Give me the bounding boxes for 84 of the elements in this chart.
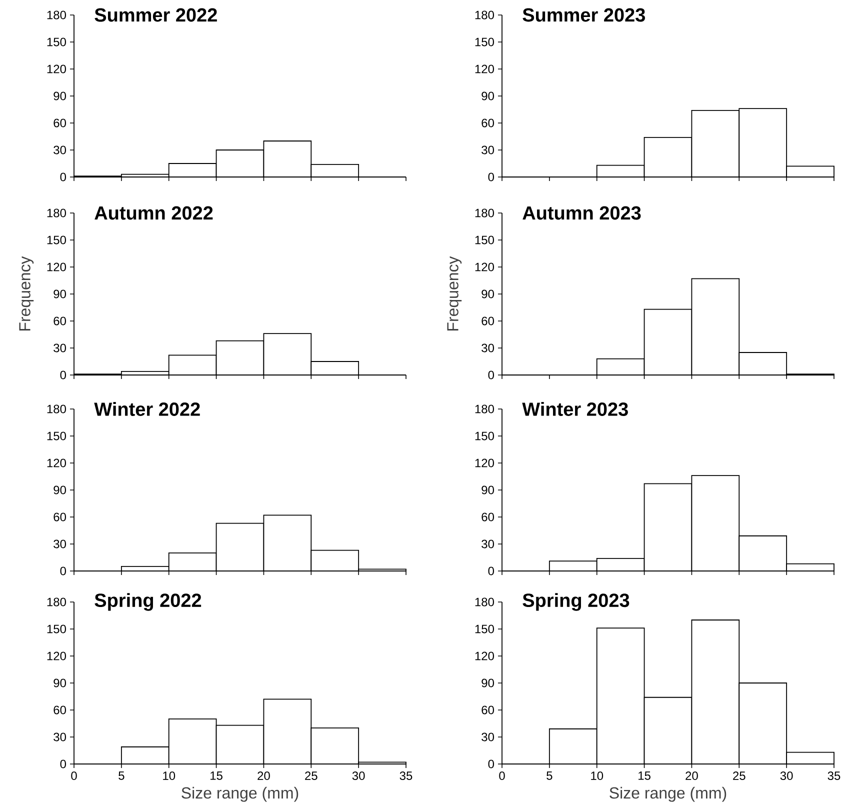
y-tick-label: 90 [54, 486, 66, 494]
x-axis-title: Size range (mm) [182, 786, 298, 802]
x-tick-label: 5 [546, 772, 552, 780]
chart-title: Winter 2023 [522, 402, 628, 416]
y-tick-label: 0 [488, 172, 494, 182]
y-tick-label: 60 [482, 706, 494, 714]
y-tick-label: 120 [475, 458, 494, 468]
chart-title: Autumn 2022 [94, 206, 213, 220]
y-tick-label: 180 [47, 404, 66, 414]
x-tick-label: 25 [305, 772, 318, 780]
y-tick-label: 180 [475, 208, 494, 218]
x-tick-label: 25 [733, 772, 746, 780]
y-tick-label: 150 [47, 624, 66, 634]
y-tick-label: 0 [60, 370, 66, 380]
y-tick-label: 180 [47, 10, 66, 20]
y-tick-label: 150 [47, 236, 66, 244]
chart-title: Autumn 2023 [522, 206, 641, 220]
y-tick-label: 60 [54, 316, 66, 326]
y-tick-label: 150 [47, 38, 66, 46]
x-tick-label: 30 [352, 772, 365, 780]
y-tick-label: 30 [54, 344, 66, 352]
y-tick-label: 150 [475, 624, 494, 634]
y-tick-label: 60 [54, 512, 66, 522]
y-tick-label: 150 [475, 432, 494, 440]
y-tick-label: 0 [60, 172, 66, 182]
y-tick-label: 90 [54, 92, 66, 100]
y-tick-label: 120 [475, 64, 494, 74]
y-tick-label: 30 [482, 146, 494, 154]
chart-title: Spring 2023 [522, 593, 630, 611]
y-tick-label: 90 [482, 486, 494, 494]
x-tick-label: 0 [499, 772, 505, 780]
y-tick-label: 150 [475, 236, 494, 244]
y-tick-label: 120 [47, 458, 66, 468]
y-tick-label: 90 [482, 678, 494, 688]
x-axis-title: Size range (mm) [610, 786, 726, 802]
y-tick-label: 60 [54, 118, 66, 128]
y-tick-label: 90 [54, 678, 66, 688]
y-tick-label: 90 [482, 92, 494, 100]
y-tick-label: 0 [488, 370, 494, 380]
y-tick-label: 30 [54, 146, 66, 154]
y-tick-label: 0 [60, 566, 66, 576]
y-tick-label: 90 [482, 290, 494, 298]
y-tick-label: 120 [475, 652, 494, 660]
y-tick-label: 0 [60, 760, 66, 768]
y-tick-label: 30 [482, 540, 494, 548]
y-tick-label: 180 [475, 598, 494, 606]
x-tick-label: 5 [118, 772, 124, 780]
y-tick-label: 60 [482, 118, 494, 128]
y-tick-label: 60 [482, 512, 494, 522]
y-tick-label: 120 [47, 652, 66, 660]
y-tick-label: 60 [54, 706, 66, 714]
y-tick-label: 30 [54, 732, 66, 742]
x-tick-label: 0 [71, 772, 77, 780]
y-tick-label: 150 [475, 38, 494, 46]
x-tick-label: 20 [686, 772, 698, 780]
y-tick-label: 150 [47, 432, 66, 440]
x-tick-label: 20 [258, 772, 270, 780]
x-tick-label: 10 [163, 772, 176, 780]
y-tick-label: 120 [47, 262, 66, 272]
chart-title: Summer 2023 [522, 8, 645, 22]
y-tick-label: 120 [47, 64, 66, 74]
y-tick-label: 30 [482, 344, 494, 352]
x-tick-label: 35 [828, 772, 840, 780]
y-tick-label: 180 [475, 404, 494, 414]
y-tick-label: 180 [47, 208, 66, 218]
y-tick-label: 60 [482, 316, 494, 326]
x-tick-label: 10 [591, 772, 604, 780]
y-axis-title: Frequency [447, 256, 462, 330]
chart-title: Spring 2022 [94, 593, 202, 611]
y-tick-label: 180 [47, 598, 66, 606]
y-tick-label: 180 [475, 10, 494, 20]
x-tick-label: 15 [638, 772, 650, 780]
y-tick-label: 90 [54, 290, 66, 298]
y-tick-label: 0 [488, 566, 494, 576]
y-tick-label: 30 [482, 732, 494, 742]
x-tick-label: 35 [400, 772, 412, 780]
y-axis-title: Frequency [19, 256, 34, 330]
x-tick-label: 30 [780, 772, 793, 780]
y-tick-label: 30 [54, 540, 66, 548]
y-tick-label: 120 [475, 262, 494, 272]
y-tick-label: 0 [488, 760, 494, 768]
chart-title: Winter 2022 [94, 402, 200, 416]
x-tick-label: 15 [210, 772, 222, 780]
chart-title: Summer 2022 [94, 8, 217, 22]
